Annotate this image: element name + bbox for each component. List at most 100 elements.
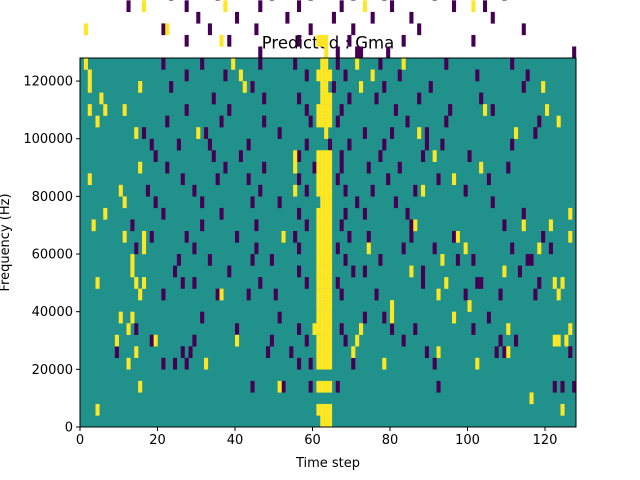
heatmap-cell-low [200, 58, 205, 70]
heatmap-cell-low [304, 184, 309, 197]
heatmap-cell-low [339, 323, 344, 335]
heatmap-cell-high [87, 173, 92, 186]
heatmap-cell-low [366, 161, 371, 174]
heatmap-cell-high [320, 58, 325, 70]
heatmap-cell-low [351, 23, 356, 36]
heatmap-cell-high [316, 173, 321, 186]
heatmap-cell-low [235, 323, 240, 335]
heatmap-cell-high [316, 346, 321, 359]
x-axis: 0 20 40 60 80 100 120 [76, 427, 557, 448]
heatmap-cell-low [479, 92, 484, 105]
heatmap-cell-low [413, 184, 418, 197]
heatmap-cell-low [204, 127, 209, 139]
heatmap-cell-low [548, 242, 553, 255]
heatmap-cell-low [304, 277, 309, 289]
heatmap-cell-low [390, 0, 395, 13]
heatmap-cell-low [328, 138, 333, 151]
heatmap-cell-low [382, 81, 387, 93]
heatmap-cell-low [537, 115, 542, 128]
heatmap-cell-low [401, 334, 406, 347]
heatmap-cell-low [351, 0, 356, 1]
heatmap-cell-high [483, 104, 488, 116]
heatmap-cell-low [347, 230, 352, 243]
heatmap-cell-low [250, 196, 255, 209]
y-tick-label: 100000 [23, 132, 73, 147]
heatmap-cell-low [331, 81, 336, 93]
heatmap-cell-high [316, 288, 321, 301]
heatmap-cell-high [316, 104, 321, 116]
heatmap-cell-high [114, 334, 119, 347]
heatmap-cell-high [324, 173, 329, 186]
heatmap-cell-low [114, 346, 119, 359]
heatmap-cell-high [324, 288, 329, 301]
heatmap-cell-low [382, 0, 387, 1]
heatmap-cell-high [452, 173, 457, 186]
heatmap-cell-high [316, 334, 321, 347]
heatmap-cell-low [149, 230, 154, 243]
heatmap-cell-high [118, 311, 123, 324]
heatmap-cell-low [370, 11, 375, 24]
heatmap-cell-high [467, 300, 472, 312]
heatmap-cell-high [463, 242, 468, 255]
heatmap-cell-low [378, 150, 383, 162]
heatmap-cell-low [529, 254, 534, 266]
heatmap-cell-high [328, 415, 333, 428]
heatmap-cell-high [320, 173, 325, 186]
heatmap-cell-high [328, 300, 333, 312]
heatmap-cell-high [502, 265, 507, 278]
heatmap-cell-high [444, 277, 449, 289]
heatmap-cell-low [180, 277, 185, 289]
heatmap-cell-high [316, 311, 321, 324]
heatmap-cell-low [448, 104, 453, 116]
heatmap-cell-low [223, 69, 228, 82]
heatmap-cell-low [223, 161, 228, 174]
heatmap-cell-low [424, 346, 429, 359]
heatmap-cell-high [316, 380, 321, 393]
heatmap-cell-high [324, 311, 329, 324]
heatmap-cell-high [320, 277, 325, 289]
heatmap-cell-low [254, 23, 259, 36]
heatmap-cell-low [161, 207, 166, 220]
heatmap-cell-low [452, 230, 457, 243]
heatmap-cell-low [262, 115, 267, 128]
heatmap-cell-low [126, 0, 131, 13]
y-tick-label: 120000 [23, 75, 73, 90]
heatmap-cell-high [316, 115, 321, 128]
heatmap-cell-low [533, 127, 538, 139]
x-tick-label: 60 [304, 433, 321, 448]
heatmap-cell-high [142, 0, 147, 13]
heatmap-cell-low [308, 380, 313, 393]
heatmap-cell-low [413, 323, 418, 335]
heatmap-cell-low [238, 150, 243, 162]
heatmap-cell-low [351, 357, 356, 370]
heatmap-cell-high [452, 311, 457, 324]
heatmap-cell-low [390, 323, 395, 335]
heatmap-cell-high [293, 184, 298, 197]
heatmap-cell-high [552, 334, 557, 347]
heatmap-cell-high [320, 184, 325, 197]
heatmap-cell-low [308, 23, 313, 36]
heatmap-cell-high [324, 81, 329, 93]
heatmap-cell-high [436, 346, 441, 359]
heatmap-cell-high [103, 207, 108, 220]
heatmap-cell-low [269, 334, 274, 347]
heatmap-cell-high [390, 300, 395, 312]
heatmap-cell-low [335, 173, 340, 186]
heatmap-cell-low [525, 69, 530, 82]
heatmap-cell-low [405, 115, 410, 128]
heatmap-cell-low [498, 334, 503, 347]
heatmap-cell-high [293, 150, 298, 162]
heatmap-cell-low [510, 242, 515, 255]
heatmap-cell-low [200, 219, 205, 232]
heatmap-cell-low [521, 81, 526, 93]
heatmap-cell-low [486, 173, 491, 186]
heatmap-cell-low [281, 380, 286, 393]
heatmap-cell-low [378, 254, 383, 266]
heatmap-cell-low [304, 104, 309, 116]
heatmap-cell-high [316, 230, 321, 243]
heatmap-cell-high [560, 403, 565, 416]
heatmap-cell-low [347, 34, 352, 47]
heatmap-cell-low [486, 311, 491, 324]
heatmap-cell-low [444, 58, 449, 70]
